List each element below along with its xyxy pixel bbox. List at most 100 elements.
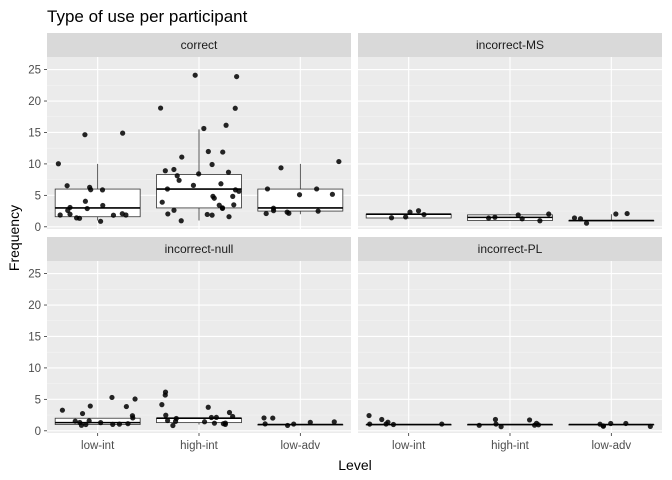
x-tick-label: low-adv xyxy=(281,440,321,452)
data-point xyxy=(608,420,614,427)
data-point xyxy=(123,403,129,410)
data-point xyxy=(379,416,385,423)
y-tick-label: 20 xyxy=(28,300,41,312)
data-point xyxy=(519,216,525,222)
data-point xyxy=(110,421,116,427)
data-point xyxy=(220,149,226,155)
y-tick-label: 5 xyxy=(35,190,41,202)
data-point xyxy=(366,412,372,419)
boxplot-low-adv xyxy=(568,214,655,222)
data-point xyxy=(577,216,584,222)
data-point xyxy=(535,422,542,428)
data-point xyxy=(216,202,222,208)
data-point xyxy=(201,125,207,132)
data-point xyxy=(278,165,284,171)
data-point xyxy=(178,218,184,224)
x-tick-label: high-int xyxy=(180,440,219,452)
data-point xyxy=(613,211,619,217)
data-point xyxy=(159,402,165,408)
facet-panels: correct 0 5 10 15 20 25 incorrect-MS incorrect-n… xyxy=(28,33,662,452)
data-point xyxy=(415,208,422,214)
data-point xyxy=(176,177,182,183)
data-point xyxy=(59,407,66,413)
data-point xyxy=(87,184,93,190)
data-point xyxy=(98,420,104,426)
data-point xyxy=(67,211,73,217)
y-tick-label: 10 xyxy=(28,363,41,375)
data-point xyxy=(84,205,90,212)
data-point xyxy=(65,207,71,214)
data-point xyxy=(73,215,80,221)
data-point xyxy=(236,188,242,194)
data-point xyxy=(116,421,123,427)
data-point xyxy=(284,209,290,215)
data-point xyxy=(261,415,267,421)
data-point xyxy=(270,205,277,211)
data-point xyxy=(192,72,198,78)
data-point xyxy=(159,199,165,205)
y-tick-label: 25 xyxy=(28,65,41,77)
data-point xyxy=(270,415,276,421)
data-point xyxy=(110,212,117,218)
boxplot-low-int xyxy=(365,213,452,219)
data-point xyxy=(223,122,229,128)
data-point xyxy=(546,211,552,217)
data-point xyxy=(476,422,482,428)
data-point xyxy=(367,421,373,427)
y-tick-label: 15 xyxy=(28,127,41,139)
data-point xyxy=(307,419,313,425)
data-point xyxy=(171,166,177,173)
x-tick-label: low-adv xyxy=(592,440,632,452)
data-point xyxy=(82,132,88,138)
data-point xyxy=(296,192,303,198)
data-point xyxy=(623,420,629,427)
facet-strip xyxy=(47,33,351,57)
data-point xyxy=(172,418,179,424)
data-point xyxy=(83,421,89,428)
facet-correct: correct 0 5 10 15 20 25 xyxy=(28,33,351,234)
data-point xyxy=(171,207,177,213)
data-point xyxy=(537,218,543,224)
data-point xyxy=(230,413,236,420)
data-point xyxy=(515,212,521,218)
data-point xyxy=(439,421,445,427)
data-point xyxy=(162,389,169,395)
y-tick-label: 25 xyxy=(28,269,41,281)
data-point xyxy=(647,423,653,430)
data-point xyxy=(315,208,321,214)
data-point xyxy=(492,214,498,220)
facet-strip-label: incorrect-MS xyxy=(476,38,544,52)
data-point xyxy=(291,421,297,427)
data-point xyxy=(211,195,217,201)
data-point xyxy=(120,130,126,136)
data-point xyxy=(125,421,131,427)
data-point xyxy=(329,191,336,197)
data-point xyxy=(421,211,427,218)
boxplot-low-adv xyxy=(257,163,344,215)
data-point xyxy=(403,214,409,220)
facet-incorrect-MS: incorrect-MS xyxy=(358,33,662,229)
data-point xyxy=(72,418,78,424)
y-tick-label: 0 xyxy=(35,222,41,234)
boxplot-low-adv xyxy=(257,423,344,426)
data-point xyxy=(208,414,215,421)
data-point xyxy=(201,419,208,425)
data-point xyxy=(493,421,499,427)
y-tick-label: 10 xyxy=(28,159,41,171)
data-point xyxy=(336,158,342,165)
data-point xyxy=(231,202,237,208)
data-point xyxy=(284,422,291,429)
data-point xyxy=(205,404,211,410)
boxplot-low-int xyxy=(365,423,452,426)
data-point xyxy=(204,211,210,218)
data-point xyxy=(162,168,168,174)
data-point xyxy=(583,220,590,226)
x-axis-title: Level xyxy=(338,457,371,473)
y-tick-label: 20 xyxy=(28,96,41,108)
data-point xyxy=(132,396,138,402)
data-point xyxy=(196,171,202,177)
data-point xyxy=(219,205,226,212)
y-tick-label: 15 xyxy=(28,331,41,343)
box-iqr xyxy=(257,188,344,212)
